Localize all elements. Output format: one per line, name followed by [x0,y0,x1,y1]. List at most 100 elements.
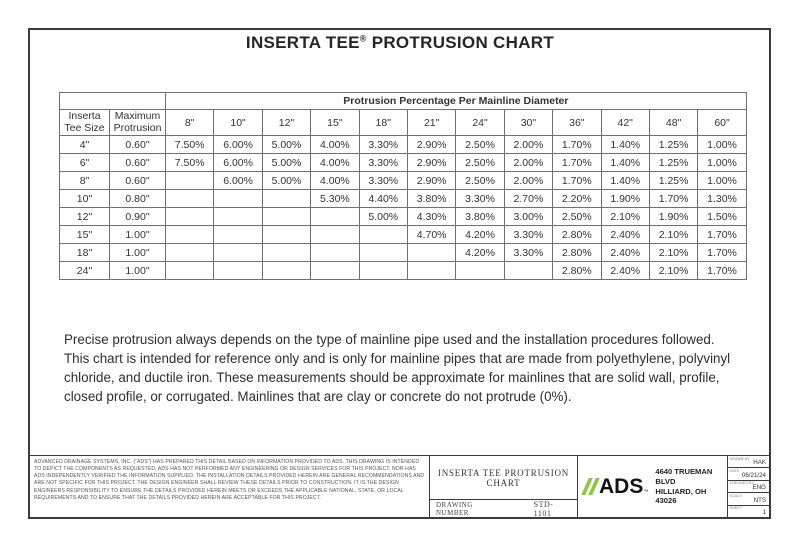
protrusion-value-cell: 1.25% [648,153,699,172]
max-protrusion-cell: 1.00" [109,261,166,280]
col-header-max-protrusion: Maximum Protrusion [109,109,166,136]
protrusion-value-cell: 2.90% [406,171,457,190]
protrusion-value-cell: 2.90% [406,153,457,172]
trademark-mark: ™ [643,489,649,495]
protrusion-value-cell [310,225,360,244]
max-protrusion-cell: 0.60" [109,171,166,190]
drawing-title: INSERTA TEE PROTRUSION CHART [437,467,570,488]
company-address: 4640 TRUEMAN BLVD HILLIARD, OH 43026 [655,467,727,506]
info-row: SHEET 1 [728,506,769,517]
protrusion-value-cell: 4.00% [310,135,360,154]
protrusion-value-cell [358,225,408,244]
title-block: ADVANCED DRAINAGE SYSTEMS, INC. ("ADS") … [30,455,769,518]
protrusion-value-cell: 1.30% [697,189,747,208]
diameter-header: 21" [406,109,457,136]
info-row: DATE 06/21/24 [728,468,769,481]
tee-size-cell: 15" [59,225,110,244]
protrusion-value-cell [310,261,360,280]
protrusion-value-cell: 3.30% [358,135,408,154]
protrusion-value-cell: 1.70% [697,261,747,280]
disclaimer-text: ADVANCED DRAINAGE SYSTEMS, INC. ("ADS") … [30,456,430,517]
max-protrusion-cell: 1.00" [109,243,166,262]
protrusion-value-cell: 4.30% [406,207,457,226]
max-protrusion-cell: 0.90" [109,207,166,226]
protrusion-value-cell [310,243,360,262]
protrusion-value-cell: 1.70% [697,243,747,262]
protrusion-value-cell [213,225,263,244]
protrusion-value-cell: 5.30% [310,189,360,208]
protrusion-value-cell [358,261,408,280]
protrusion-value-cell: 3.30% [503,243,554,262]
protrusion-value-cell: 2.70% [503,189,554,208]
tee-size-cell: 12" [59,207,110,226]
protrusion-value-cell [261,207,312,226]
protrusion-value-cell: 4.70% [406,225,457,244]
protrusion-value-cell: 2.10% [648,225,699,244]
diameter-header: 12" [261,109,312,136]
diameter-header: 10" [213,109,263,136]
protrusion-value-cell [503,261,554,280]
protrusion-value-cell: 1.00% [697,153,747,172]
page-title: INSERTA TEE® PROTRUSION CHART [0,33,800,53]
info-label: SHEET [729,506,743,511]
company-block: ADS ™ 4640 TRUEMAN BLVD HILLIARD, OH 430… [578,456,728,517]
protrusion-value-cell [406,261,457,280]
protrusion-value-cell: 2.40% [600,243,650,262]
drawing-number-label: DRAWING NUMBER [436,500,473,517]
protrusion-value-cell: 4.20% [455,243,505,262]
protrusion-value-cell [455,261,505,280]
protrusion-value-cell [213,189,263,208]
diameter-header: 42" [600,109,650,136]
table-header-row: Inserta Tee Size Maximum Protrusion 8" 10… [59,109,747,136]
table-row: 18" 1.00" 4.20% 3.30% 2.80% 2.40% 2.10% 1.70% [59,243,747,262]
protrusion-value-cell: 5.00% [358,207,408,226]
diameter-header: 8" [164,109,215,136]
protrusion-value-cell: 7.50% [164,135,215,154]
info-value: ENG [752,484,766,492]
protrusion-value-cell [213,243,263,262]
protrusion-value-cell: 4.20% [455,225,505,244]
protrusion-value-cell: 2.10% [648,261,699,280]
protrusion-value-cell: 1.70% [552,153,602,172]
protrusion-value-cell: 1.25% [648,135,699,154]
protrusion-value-cell: 1.70% [552,171,602,190]
info-label: DATE [729,468,740,473]
protrusion-value-cell: 1.00% [697,171,747,190]
table-row: 8" 0.60" 6.00% 5.00% 4.00% 3.30% 2.90% 2.50% 2.0… [59,171,747,190]
protrusion-value-cell: 2.50% [455,135,505,154]
protrusion-value-cell: 3.30% [503,225,554,244]
page-title-main: INSERTA TEE [245,33,360,52]
protrusion-value-cell: 2.10% [600,207,650,226]
blank-header-cell [59,92,166,110]
protrusion-value-cell: 4.00% [310,171,360,190]
drawing-number-row: DRAWING NUMBER STD-1101 [430,499,577,518]
info-label: CHECKED BY [729,481,755,486]
diameter-header: 36" [552,109,602,136]
protrusion-value-cell: 6.00% [213,135,263,154]
info-column: DRAWN BY HAK DATE 06/21/24 CHECKED BY ENG SCAL… [728,456,769,517]
protrusion-value-cell: 5.00% [261,135,312,154]
ads-logo-text: ADS [599,475,644,498]
protrusion-value-cell: 1.90% [600,189,650,208]
protrusion-value-cell: 3.80% [406,189,457,208]
protrusion-value-cell [164,261,215,280]
protrusion-value-cell: 6.00% [213,153,263,172]
max-protrusion-cell: 0.60" [109,135,166,154]
protrusion-value-cell: 5.00% [261,171,312,190]
protrusion-value-cell: 1.90% [648,207,699,226]
registered-mark: ® [359,33,367,44]
info-value: NTS [753,496,766,504]
protrusion-value-cell: 3.30% [358,171,408,190]
protrusion-value-cell: 4.40% [358,189,408,208]
protrusion-value-cell: 2.00% [503,153,554,172]
tee-size-cell: 8" [59,171,110,190]
protrusion-value-cell: 2.50% [455,153,505,172]
protrusion-value-cell: 3.00% [503,207,554,226]
protrusion-value-cell: 2.80% [552,225,602,244]
tee-size-cell: 24" [59,261,110,280]
protrusion-value-cell: 1.00% [697,135,747,154]
info-row: DRAWN BY HAK [728,456,769,469]
diameter-header: 18" [358,109,408,136]
protrusion-value-cell: 1.40% [600,171,650,190]
protrusion-value-cell: 2.50% [552,207,602,226]
